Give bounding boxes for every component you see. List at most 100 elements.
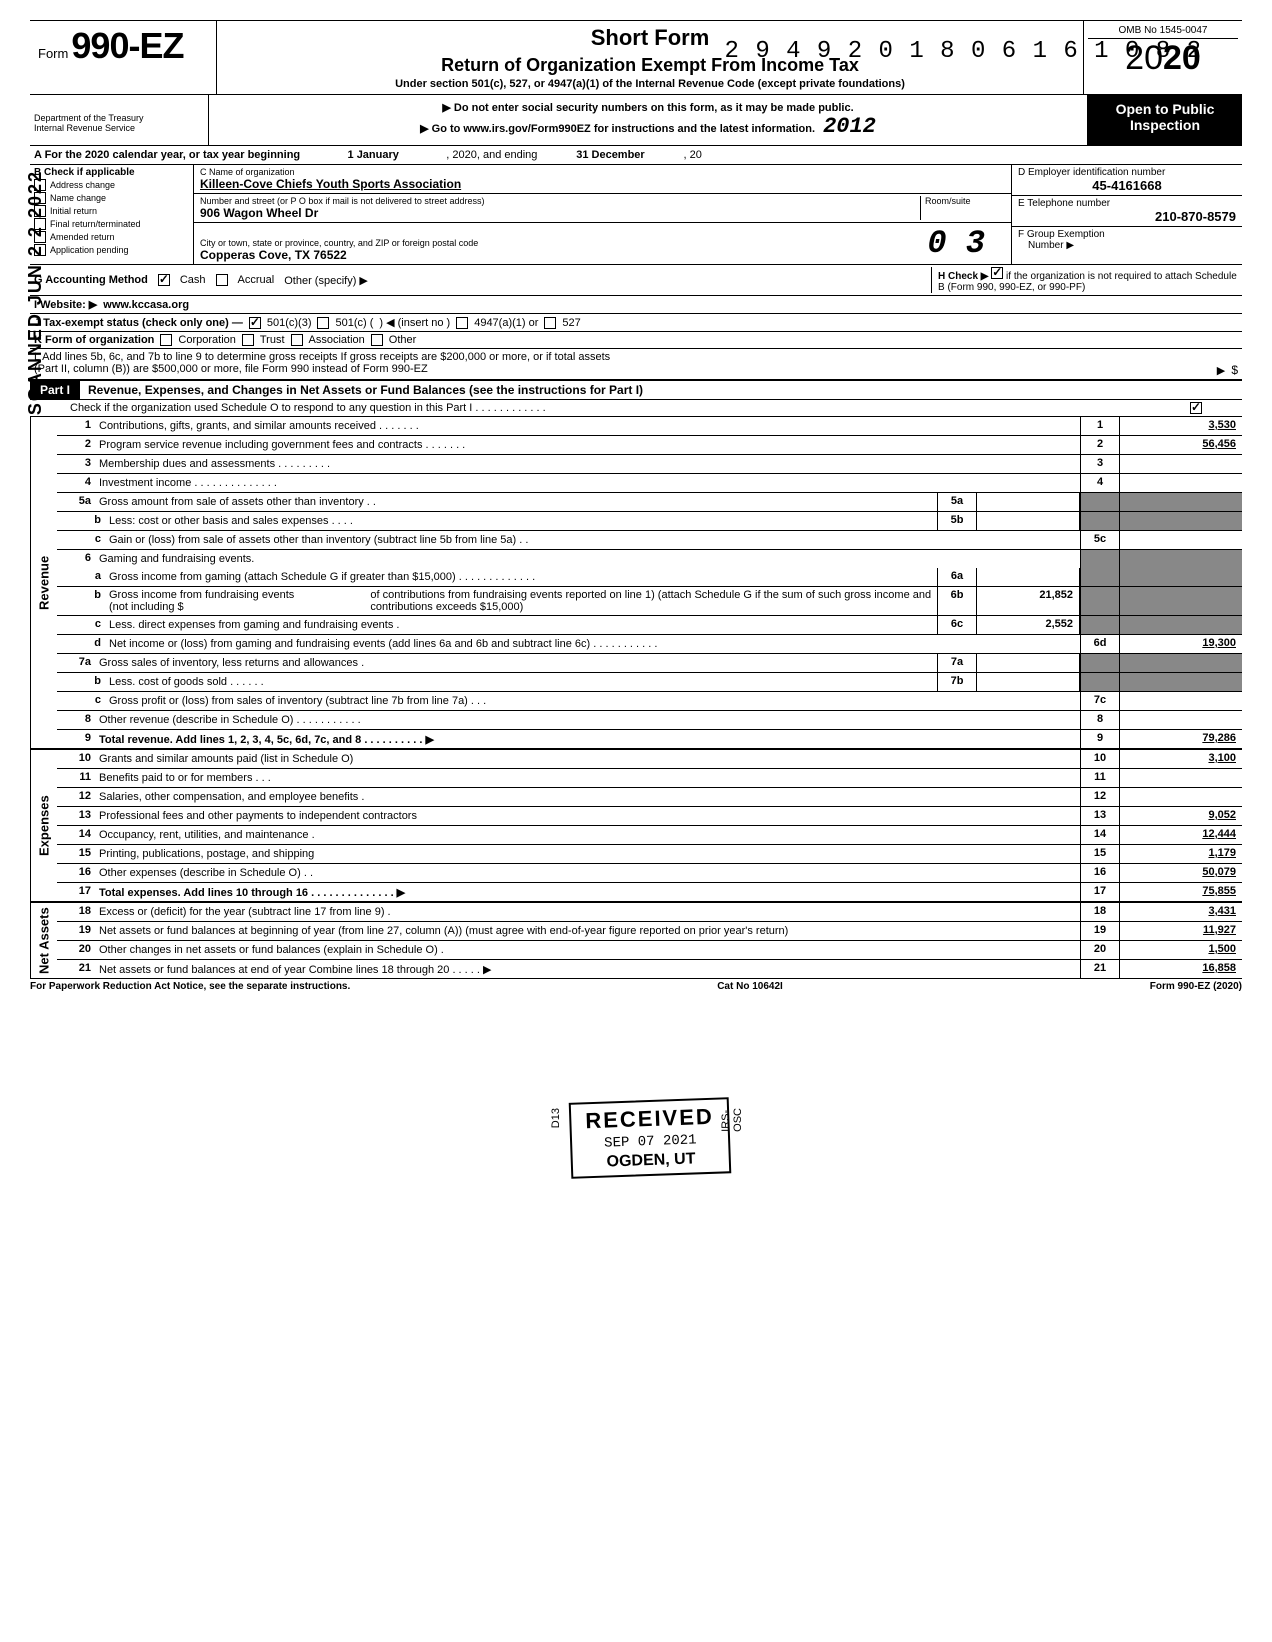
- j-501c3: 501(c)(3): [267, 317, 312, 329]
- g-other: Other (specify) ▶: [284, 274, 368, 287]
- chk-amended-return[interactable]: [34, 231, 46, 243]
- chk-name-change[interactable]: [34, 192, 46, 204]
- chk-h[interactable]: [991, 267, 1003, 279]
- ln14-text: Occupancy, rent, utilities, and maintena…: [95, 826, 1080, 844]
- ln19-text: Net assets or fund balances at beginning…: [95, 922, 1080, 940]
- ln5b-text: Less: cost or other basis and sales expe…: [105, 512, 937, 530]
- open-public-2: Inspection: [1090, 117, 1240, 133]
- j-501c: 501(c) (: [335, 317, 373, 329]
- ln11-val: [1120, 769, 1242, 787]
- chk-label-1: Name change: [50, 193, 106, 203]
- chk-final-return[interactable]: [34, 218, 46, 230]
- ln5c-val: [1120, 531, 1242, 549]
- signature-03: 0 3: [927, 225, 985, 262]
- ln7b-mc: 7b: [937, 673, 977, 691]
- g-label: G Accounting Method: [34, 274, 148, 286]
- instructions-center: ▶ Do not enter social security numbers o…: [209, 95, 1087, 145]
- chk-corp[interactable]: [160, 334, 172, 346]
- ln7a-shade: [1080, 654, 1120, 672]
- ln3-text: Membership dues and assessments . . . . …: [95, 455, 1080, 473]
- tel-label: E Telephone number: [1018, 198, 1236, 209]
- ln5a-num: 5a: [57, 493, 95, 511]
- ein-val: 45-4161668: [1018, 178, 1236, 193]
- ln6a-shade: [1080, 568, 1120, 586]
- chk-501c[interactable]: [317, 317, 329, 329]
- ln10-col: 10: [1080, 750, 1120, 768]
- ln2-text: Program service revenue including govern…: [95, 436, 1080, 454]
- ln12-col: 12: [1080, 788, 1120, 806]
- ln6c-num: c: [57, 616, 105, 634]
- footer-right: Form 990-EZ (2020): [1150, 981, 1242, 992]
- open-public-box: Open to Public Inspection: [1087, 95, 1242, 145]
- ln6b-text: Gross income from fundraising events (no…: [105, 587, 937, 615]
- revenue-section: Revenue 1Contributions, gifts, grants, a…: [30, 417, 1242, 750]
- row-a-begin: 1 January: [303, 149, 443, 161]
- ln21-text: Net assets or fund balances at end of ye…: [95, 960, 1080, 978]
- omb-number: OMB No 1545-0047: [1088, 25, 1238, 39]
- chk-527[interactable]: [544, 317, 556, 329]
- dept-box: Department of the Treasury Internal Reve…: [30, 95, 209, 145]
- ln12-num: 12: [57, 788, 95, 806]
- chk-schedO[interactable]: [1190, 402, 1202, 414]
- ln4-col: 4: [1080, 474, 1120, 492]
- org-name: Killeen-Cove Chiefs Youth Sports Associa…: [200, 177, 1005, 191]
- section-bcd: B Check if applicable Address change Nam…: [30, 165, 1242, 265]
- ln6d-text: Net income or (loss) from gaming and fun…: [105, 635, 1080, 653]
- chk-other[interactable]: [371, 334, 383, 346]
- chk-application-pending[interactable]: [34, 244, 46, 256]
- addr-label: Number and street (or P O box if mail is…: [200, 196, 920, 206]
- row-a-end: 31 December: [540, 149, 680, 161]
- k-corp: Corporation: [178, 334, 235, 346]
- form-number-box: Form 990-EZ: [30, 21, 217, 94]
- ln5a-mv: [977, 493, 1080, 511]
- ln7a-num: 7a: [57, 654, 95, 672]
- ln7a-mc: 7a: [937, 654, 977, 672]
- received-2: SEP 07 2021: [586, 1132, 715, 1152]
- ln20-num: 20: [57, 941, 95, 959]
- ln6a-mv: [977, 568, 1080, 586]
- grp-label2: Number ▶: [1018, 240, 1236, 251]
- ln7b-text: Less. cost of goods sold . . . . . .: [105, 673, 937, 691]
- ln5c-text: Gain or (loss) from sale of assets other…: [105, 531, 1080, 549]
- chk-address-change[interactable]: [34, 179, 46, 191]
- ln18-text: Excess or (deficit) for the year (subtra…: [95, 903, 1080, 921]
- ln13-col: 13: [1080, 807, 1120, 825]
- ln18-val: 3,431: [1120, 903, 1242, 921]
- dln-stamp: 2 9 4 9 2 0 1 8 0 6 1 6 1 0 8 2: [725, 38, 1202, 65]
- ln6-shade: [1080, 550, 1120, 568]
- ln6c-mv: 2,552: [977, 616, 1080, 634]
- row-a-mid: , 2020, and ending: [446, 149, 537, 161]
- chk-501c3[interactable]: [249, 317, 261, 329]
- city-label: City or town, state or province, country…: [200, 238, 927, 248]
- footer-left: For Paperwork Reduction Act Notice, see …: [30, 981, 350, 992]
- netassets-section: Net Assets 18Excess or (deficit) for the…: [30, 903, 1242, 979]
- ln19-col: 19: [1080, 922, 1120, 940]
- addr-val: 906 Wagon Wheel Dr: [200, 206, 920, 220]
- page: 2 9 4 9 2 0 1 8 0 6 1 6 1 0 8 2 SCANNED …: [30, 20, 1242, 992]
- chk-accrual[interactable]: [216, 274, 228, 286]
- ln6b-mv: 21,852: [977, 587, 1080, 615]
- ln16-col: 16: [1080, 864, 1120, 882]
- ln10-val: 3,100: [1120, 750, 1242, 768]
- ln6d-val: 19,300: [1120, 635, 1242, 653]
- ln5b-mv: [977, 512, 1080, 530]
- ln21-num: 21: [57, 960, 95, 978]
- ln5a-mc: 5a: [937, 493, 977, 511]
- chk-assoc[interactable]: [291, 334, 303, 346]
- chk-cash[interactable]: [158, 274, 170, 286]
- ln7a-mv: [977, 654, 1080, 672]
- ln15-val: 1,179: [1120, 845, 1242, 863]
- k-trust: Trust: [260, 334, 285, 346]
- footer: For Paperwork Reduction Act Notice, see …: [30, 979, 1242, 992]
- ln2-val: 56,456: [1120, 436, 1242, 454]
- website-val: www.kccasa.org: [103, 299, 189, 311]
- form-prefix: Form: [38, 46, 68, 61]
- ln7c-text: Gross profit or (loss) from sales of inv…: [105, 692, 1080, 710]
- chk-4947[interactable]: [456, 317, 468, 329]
- chk-initial-return[interactable]: [34, 205, 46, 217]
- ln9-text: Total revenue. Add lines 1, 2, 3, 4, 5c,…: [95, 730, 1080, 748]
- ln12-val: [1120, 788, 1242, 806]
- grp-label: F Group Exemption: [1018, 229, 1236, 240]
- chk-trust[interactable]: [242, 334, 254, 346]
- ln6a-num: a: [57, 568, 105, 586]
